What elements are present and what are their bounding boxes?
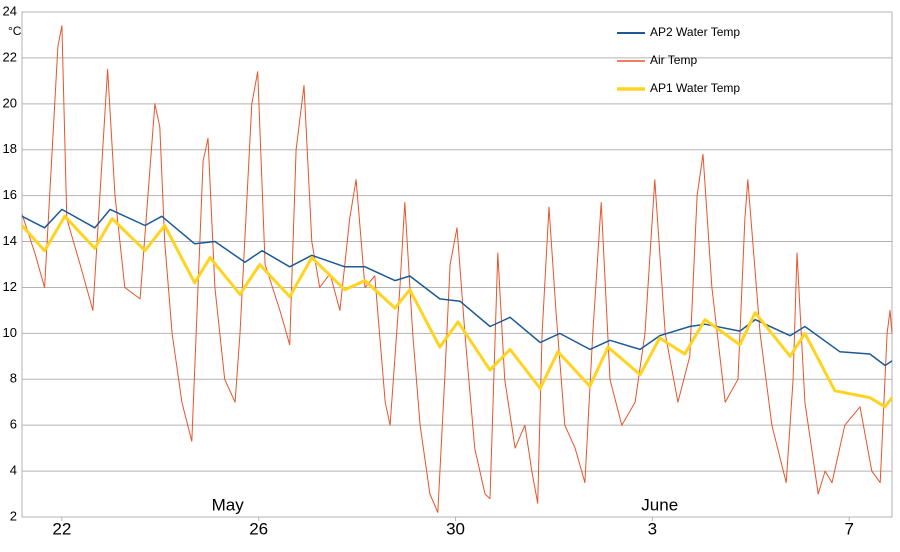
y-tick-label: 22 <box>3 49 17 64</box>
x-tick-label: 26 <box>249 519 268 538</box>
y-tick-label: 8 <box>10 371 17 386</box>
month-label: May <box>212 495 245 514</box>
series-line <box>20 214 894 409</box>
legend-label: Air Temp <box>650 53 697 67</box>
y-tick-label: 24 <box>3 3 17 18</box>
plot-border <box>21 11 893 518</box>
legend-label: AP2 Water Temp <box>650 25 740 39</box>
series-line <box>21 25 893 513</box>
y-tick-label: 10 <box>3 325 17 340</box>
x-tick-label: 7 <box>844 519 853 538</box>
y-tick-label: 20 <box>3 95 17 110</box>
x-tick-label: 22 <box>52 519 71 538</box>
y-tick-label: 14 <box>3 233 17 248</box>
y-tick-label: 2 <box>10 508 17 523</box>
x-tick-label: 3 <box>648 519 657 538</box>
legend-label: AP1 Water Temp <box>650 81 740 95</box>
unit-label: °C <box>8 24 22 38</box>
y-tick-label: 12 <box>3 279 17 294</box>
series-line <box>21 208 893 367</box>
month-label: June <box>641 495 678 514</box>
y-tick-label: 18 <box>3 141 17 156</box>
y-tick-label: 16 <box>3 187 17 202</box>
y-tick-label: 6 <box>10 417 17 432</box>
x-tick-label: 30 <box>446 519 465 538</box>
y-tick-label: 4 <box>10 463 17 478</box>
